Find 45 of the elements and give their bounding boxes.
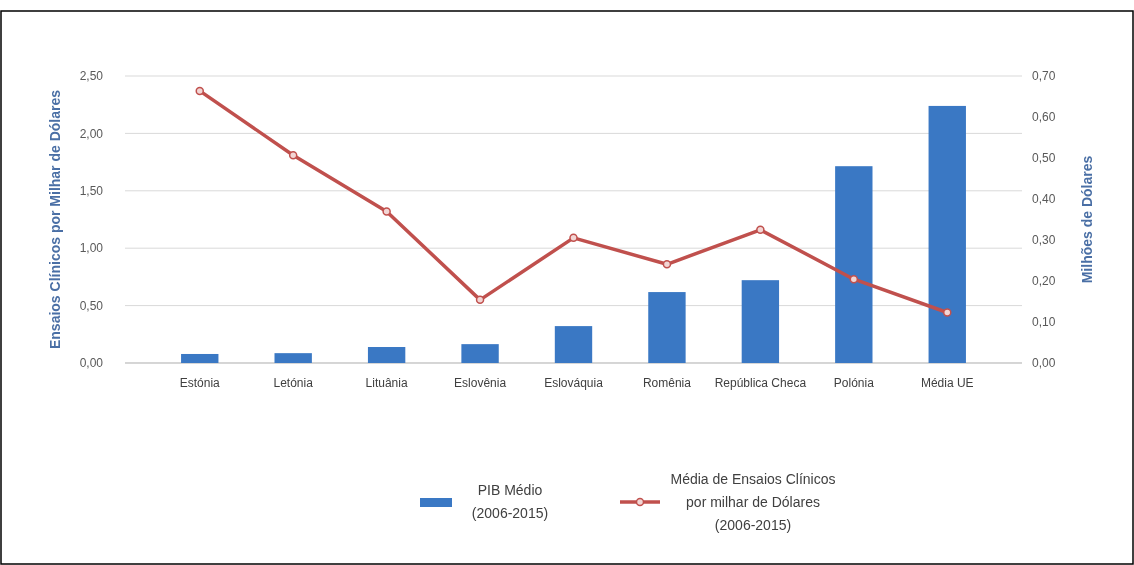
bar <box>835 166 873 363</box>
x-tick-label: Eslováquia <box>544 376 604 390</box>
x-tick-label: Lituânia <box>365 376 408 390</box>
bar <box>928 105 966 363</box>
bar <box>554 326 593 363</box>
point <box>662 260 672 269</box>
y2-tick-label: 0,30 <box>1032 233 1056 248</box>
point <box>382 207 391 216</box>
bar <box>741 280 780 363</box>
point <box>756 225 765 235</box>
bar <box>461 344 499 363</box>
x-tick-label: Romênia <box>642 376 692 390</box>
y-tick-label: 0,00 <box>79 356 104 371</box>
point <box>943 308 952 317</box>
x-tick-label: República Checa <box>714 376 807 390</box>
y-tick-label: 1,50 <box>79 184 104 198</box>
bar <box>181 353 219 363</box>
y-tick-label: 0,50 <box>79 298 104 313</box>
y2-tick-label: 0,50 <box>1032 151 1056 166</box>
point <box>569 233 578 243</box>
y2-tick-label: 0,20 <box>1032 274 1056 289</box>
point <box>195 86 204 96</box>
x-tick-label: Polónia <box>833 376 875 390</box>
y-tick-label: 2,50 <box>79 69 104 84</box>
point <box>475 295 485 305</box>
y2-tick-label: 0,10 <box>1032 315 1056 330</box>
y2-tick-label: 0,40 <box>1032 192 1056 207</box>
y2-axis-title: Milhões de Dólares <box>1079 155 1095 284</box>
y-tick-label: 1,00 <box>79 241 104 256</box>
legend-label: Média de Ensaios Clínicos por milhar de Dólares (2006-2015) <box>670 470 836 533</box>
bar <box>648 292 686 363</box>
y2-tick-label: 0,70 <box>1032 69 1056 84</box>
y2-tick-label: 0,00 <box>1032 356 1056 371</box>
point <box>849 274 859 284</box>
x-tick-label: Eslovênia <box>454 376 507 390</box>
legend-label: PIB Médio (2006-2015) <box>471 482 549 522</box>
x-tick-label: Média UE <box>920 376 974 390</box>
y-axis-title: Ensaios Clínicos por Milhar de Dólares <box>47 89 63 350</box>
y-tick-label: 2,00 <box>79 126 104 141</box>
x-tick-label: Letónia <box>273 376 314 390</box>
y2-tick-label: 0,60 <box>1032 110 1056 125</box>
bar <box>367 347 406 363</box>
x-tick-label: Estónia <box>179 376 221 390</box>
point <box>288 150 298 160</box>
bar <box>274 353 312 363</box>
